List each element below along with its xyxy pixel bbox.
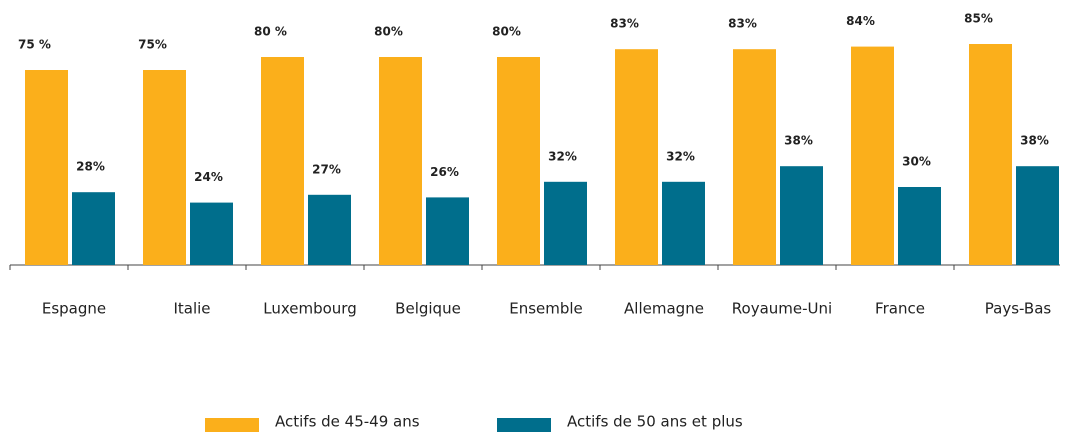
value-label: 38% [784, 134, 813, 148]
x-tick-label: Pays-Bas [985, 300, 1052, 318]
bar [1016, 166, 1059, 265]
x-tick-label: Belgique [395, 300, 461, 318]
value-label: 80% [374, 25, 403, 39]
bar [497, 57, 540, 265]
x-tick-label: Royaume-Uni [732, 300, 832, 318]
value-label: 83% [728, 17, 757, 31]
x-tick-label: Allemagne [624, 300, 704, 318]
legend-swatch [497, 418, 551, 432]
bar [544, 181, 587, 265]
value-label: 75 % [18, 38, 51, 52]
bar [143, 70, 186, 265]
legend-label: Actifs de 45-49 ans [275, 413, 420, 431]
value-label: 24% [194, 170, 223, 184]
bar [190, 202, 233, 265]
value-label: 38% [1020, 134, 1049, 148]
x-tick-label: France [875, 300, 925, 318]
x-tick-label: Luxembourg [263, 300, 357, 318]
value-label: 80% [492, 25, 521, 39]
bar [662, 181, 705, 265]
bar [969, 44, 1012, 265]
bar [25, 70, 68, 265]
value-label: 26% [430, 165, 459, 179]
x-tick-label: Italie [173, 300, 210, 318]
bar [426, 197, 469, 265]
bar [72, 192, 115, 265]
value-label: 80 % [254, 25, 287, 39]
bar [261, 57, 304, 265]
bar [615, 49, 658, 266]
bar [733, 49, 776, 266]
bar [379, 57, 422, 265]
bar [780, 166, 823, 265]
value-label: 85% [964, 12, 993, 26]
value-label: 84% [846, 14, 875, 28]
legend-label: Actifs de 50 ans et plus [567, 413, 743, 431]
value-label: 83% [610, 17, 639, 31]
bar [851, 46, 894, 265]
bar [898, 187, 941, 265]
value-label: 32% [666, 149, 695, 163]
value-label: 27% [312, 162, 341, 176]
x-tick-label: Espagne [42, 300, 106, 318]
x-tick-label: Ensemble [509, 300, 583, 318]
value-label: 28% [76, 160, 105, 174]
legend-swatch [205, 418, 259, 432]
bar [308, 194, 351, 265]
value-label: 32% [548, 149, 577, 163]
value-label: 30% [902, 155, 931, 169]
value-label: 75% [138, 38, 167, 52]
